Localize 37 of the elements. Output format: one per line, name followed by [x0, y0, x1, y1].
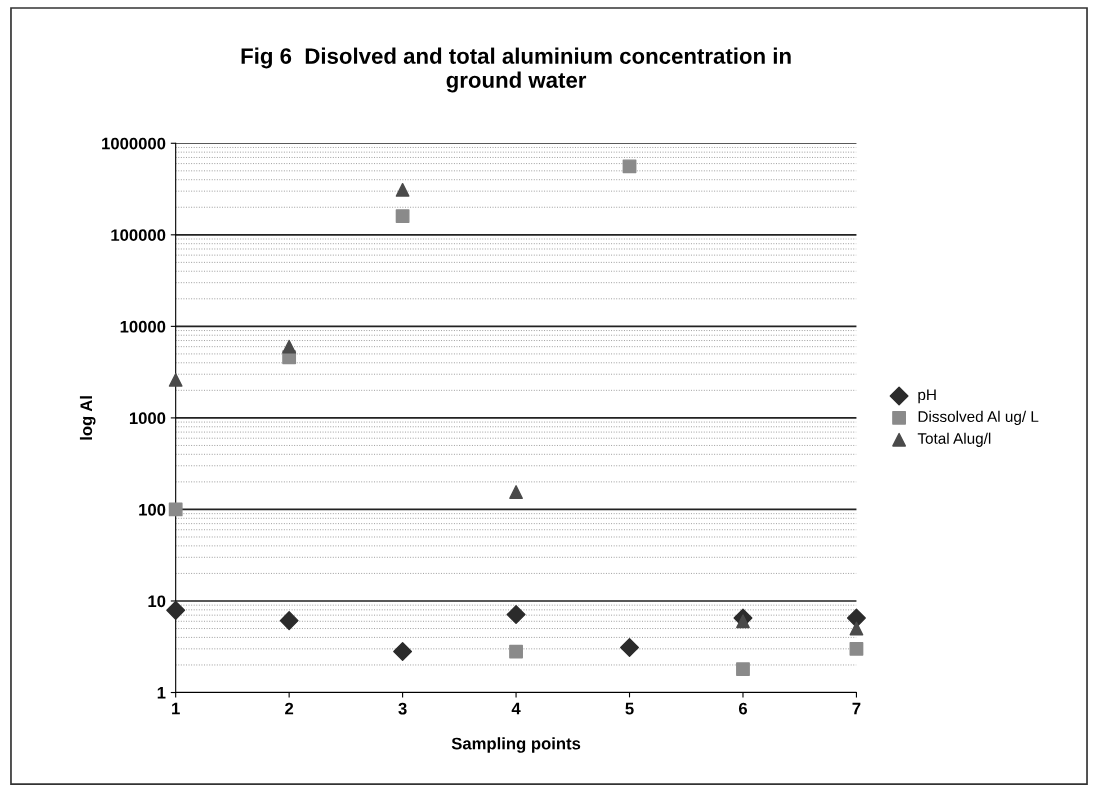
point: [506, 605, 526, 625]
x-tick-label: 7: [852, 702, 861, 715]
point: [279, 611, 299, 631]
x-axis-title: Sampling points: [451, 737, 581, 753]
y-tick-label: 100000: [111, 229, 166, 242]
y-tick-label: 10000: [120, 320, 166, 333]
point: [846, 608, 866, 628]
y-tick-label: 100: [139, 503, 166, 516]
point: [282, 339, 297, 354]
point: [395, 209, 410, 224]
point: [168, 373, 183, 387]
chart-title: Fig 6 Disolved and total aluminium concentration in ground water: [241, 47, 791, 93]
x-tick-label: 5: [625, 702, 634, 715]
x-tick-label: 1: [172, 702, 180, 715]
x-tick-label: 6: [738, 702, 748, 715]
point: [622, 159, 637, 174]
x-tick-label: 3: [398, 702, 407, 715]
y-tick-label: 1: [157, 687, 166, 699]
point: [509, 485, 523, 499]
point: [509, 644, 523, 659]
point: [393, 642, 413, 662]
y-tick-label: 1000000: [102, 137, 166, 150]
legend-label: Total Alug/l: [917, 432, 991, 447]
point: [849, 641, 864, 656]
point: [168, 502, 183, 517]
y-tick-label: 10: [148, 595, 166, 608]
point: [166, 600, 186, 620]
point: [736, 662, 750, 677]
legend-label: pH: [918, 389, 936, 404]
point: [620, 638, 639, 658]
point: [849, 621, 864, 636]
legend-label: Dissolved Al ug/ L: [918, 410, 1039, 426]
x-tick-label: 4: [511, 702, 521, 715]
y-axis-title: log Al: [79, 396, 96, 440]
x-tick-label: 2: [285, 702, 294, 715]
y-tick-label: 1000: [129, 412, 166, 425]
point: [395, 182, 410, 197]
